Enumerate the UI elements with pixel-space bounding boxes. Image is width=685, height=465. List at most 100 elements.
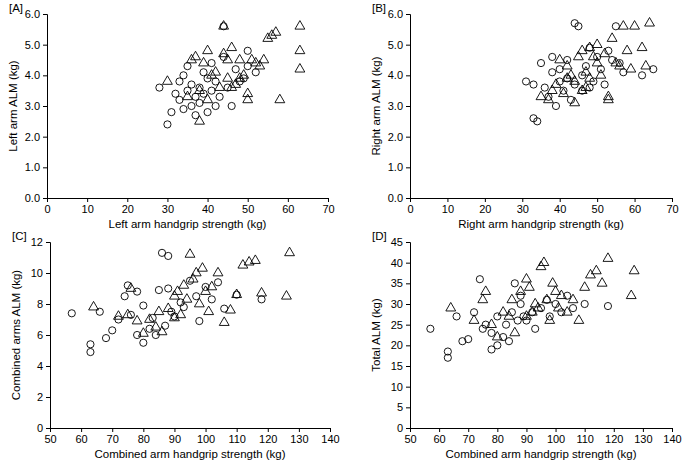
x-tick-mark [328, 198, 329, 202]
y-tick-label: 1.0 [388, 161, 403, 173]
y-tick-label: 5.0 [388, 39, 403, 51]
x-tick-mark [248, 198, 249, 202]
circle-point [517, 292, 524, 299]
x-axis-title: Combined arm handgrip strength (kg) [445, 448, 636, 460]
x-tick: 140 [663, 428, 681, 445]
y-tick-label: 25 [391, 319, 403, 331]
y-tick-label: 10 [391, 381, 403, 393]
x-tick-mark [585, 428, 586, 432]
triangle-point [539, 257, 549, 266]
y-tick: 45 [391, 236, 410, 248]
y-axis: 0.01.02.03.04.05.06.0 [25, 8, 48, 204]
x-tick-mark [330, 428, 331, 432]
x-tick: 0 [44, 198, 50, 215]
triangle-point [215, 82, 225, 91]
x-tick-mark [87, 198, 88, 202]
x-tick-label: 50 [242, 203, 254, 215]
y-tick: 3.0 [25, 100, 47, 112]
x-tick-label: 110 [228, 433, 246, 445]
figure: 0102030405060700.01.02.03.04.05.06.0Left… [0, 0, 685, 465]
x-tick-label: 30 [162, 203, 174, 215]
x-tick: 0 [407, 198, 413, 215]
panel: 0102030405060700.01.02.03.04.05.06.0Righ… [370, 2, 679, 230]
circle-point [208, 296, 215, 303]
circle-point [68, 310, 75, 317]
y-tick-label: 12 [31, 236, 43, 248]
x-tick: 130 [634, 428, 652, 445]
triangle-point [243, 94, 253, 103]
triangle-point [622, 45, 632, 54]
x-tick-mark [497, 428, 498, 432]
x-tick-mark [526, 428, 527, 432]
y-tick-label: 3.0 [25, 100, 40, 112]
y-tick-label: 20 [391, 339, 403, 351]
triangle-point [188, 274, 198, 283]
x-tick-mark [81, 428, 82, 432]
x-tick-label: 130 [290, 433, 308, 445]
x-tick-label: 140 [321, 433, 339, 445]
panel: 0102030405060700.01.02.03.04.05.06.0Left… [7, 2, 335, 230]
x-axis-line [48, 199, 329, 203]
x-axis-line [411, 429, 673, 433]
y-tick-mark [406, 283, 410, 284]
y-tick: 6 [37, 329, 50, 341]
triangle-point [524, 282, 534, 291]
x-axis: 5060708090100110120130140 [404, 428, 681, 445]
x-tick-label: 50 [404, 433, 416, 445]
panel: 5060708090100110120130140051015202530354… [370, 230, 682, 460]
circle-point [638, 72, 645, 79]
triangle-point [204, 306, 214, 315]
triangle-point [232, 289, 242, 298]
x-tick-mark [439, 428, 440, 432]
triangle-point [123, 309, 133, 318]
triangle-point [157, 326, 167, 335]
triangle-point [163, 76, 173, 85]
x-tick: 120 [259, 428, 277, 445]
triangle-point [219, 48, 229, 57]
x-tick-mark [672, 198, 673, 202]
x-tick-mark [468, 428, 469, 432]
x-tick-label: 30 [517, 203, 529, 215]
circle-point [502, 321, 509, 328]
triangle-point [243, 88, 253, 97]
x-tick-mark [447, 198, 448, 202]
plot-area [156, 21, 305, 128]
x-tick-label: 110 [576, 433, 594, 445]
circle-point [102, 335, 109, 342]
x-tick: 80 [492, 428, 504, 445]
x-tick-label: 20 [479, 203, 491, 215]
y-tick: 2.0 [388, 131, 410, 143]
x-tick-label: 60 [282, 203, 294, 215]
y-tick-label: 6 [37, 329, 43, 341]
x-tick: 140 [321, 428, 339, 445]
triangle-point [151, 322, 161, 331]
circle-point [180, 72, 187, 79]
triangle-point [250, 255, 260, 264]
y-tick: 40 [391, 257, 410, 269]
x-tick: 120 [605, 428, 623, 445]
triangle-point [592, 39, 602, 48]
triangle-point [645, 18, 655, 27]
y-tick-mark [406, 304, 410, 305]
triangle-point [226, 305, 236, 314]
circle-point [216, 93, 223, 100]
y-tick-mark [43, 137, 47, 138]
triangle-point [203, 45, 213, 54]
triangle-point [568, 294, 578, 303]
y-tick-mark [406, 325, 410, 326]
x-tick: 110 [576, 428, 594, 445]
y-tick: 4 [37, 360, 50, 372]
y-tick-mark [406, 45, 410, 46]
x-tick: 70 [107, 428, 119, 445]
x-tick: 100 [547, 428, 565, 445]
x-tick-mark [556, 428, 557, 432]
circle-point [427, 325, 434, 332]
x-tick-label: 10 [82, 203, 94, 215]
panel-title: [D] [372, 230, 387, 242]
triangle-point [176, 309, 186, 318]
triangle-point [626, 290, 636, 299]
x-tick-label: 80 [492, 433, 504, 445]
y-tick-mark [406, 242, 410, 243]
x-tick: 70 [322, 198, 334, 215]
y-tick-mark [46, 304, 50, 305]
